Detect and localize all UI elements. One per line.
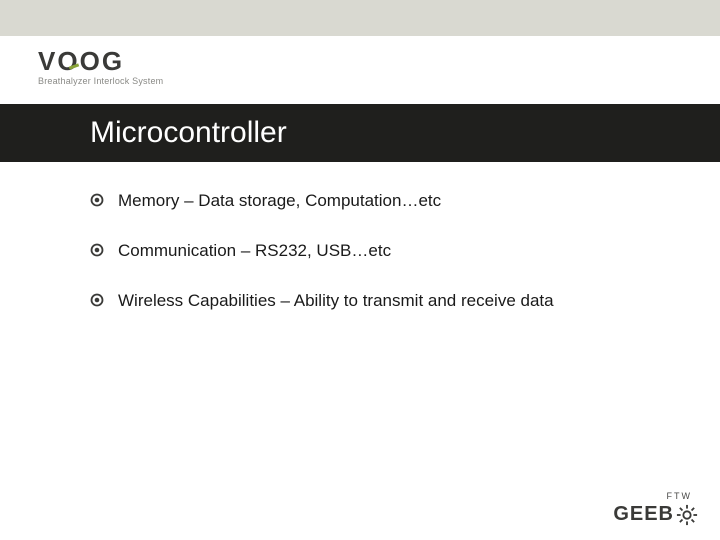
footer-brand-text: GEEB xyxy=(613,503,674,526)
list-item: Wireless Capabilities – Ability to trans… xyxy=(90,290,680,312)
bullet-list: Memory – Data storage, Computation…etc C… xyxy=(90,190,680,340)
bullet-icon xyxy=(90,293,104,307)
list-item: Memory – Data storage, Computation…etc xyxy=(90,190,680,212)
list-item-text: Wireless Capabilities – Ability to trans… xyxy=(118,290,554,312)
list-item-text: Memory – Data storage, Computation…etc xyxy=(118,190,441,212)
top-accent-bar xyxy=(0,0,720,36)
title-bar: Microcontroller xyxy=(0,104,720,162)
brand-subtitle: Breathalyzer Interlock System xyxy=(38,76,163,86)
footer-tagline: FTW xyxy=(613,491,698,501)
brand-logo-top: VOOG Breathalyzer Interlock System xyxy=(38,48,163,86)
bullet-icon xyxy=(90,243,104,257)
brand-wordmark: VOOG xyxy=(38,48,163,74)
slide-title: Microcontroller xyxy=(90,116,287,150)
footer-logo: FTW GEEB xyxy=(613,491,698,526)
footer-brand-row: GEEB xyxy=(613,503,698,526)
gear-icon xyxy=(676,504,698,526)
list-item: Communication – RS232, USB…etc xyxy=(90,240,680,262)
list-item-text: Communication – RS232, USB…etc xyxy=(118,240,391,262)
bullet-icon xyxy=(90,193,104,207)
